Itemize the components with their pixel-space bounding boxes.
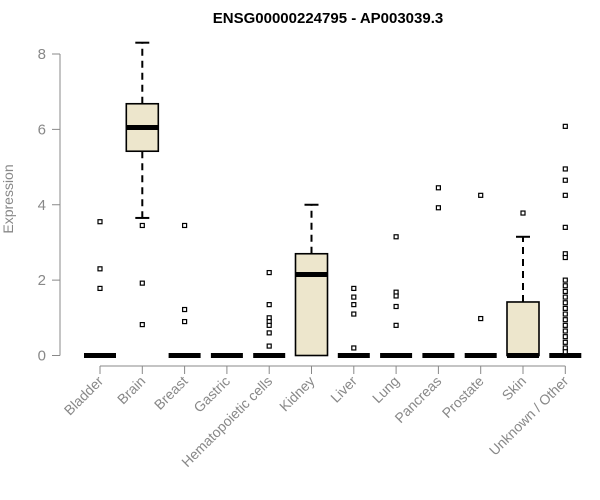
outlier-point (393, 234, 399, 240)
outlier-point (182, 222, 188, 229)
y-tick-label: 4 (38, 197, 46, 214)
outlier-point (562, 300, 568, 306)
y-axis-label: Expression (0, 164, 16, 233)
outlier-point (562, 224, 568, 230)
outlier-point (562, 277, 568, 283)
outlier-point (351, 294, 357, 300)
box-unknown-other (549, 123, 582, 358)
outlier-point (266, 330, 272, 336)
outlier-point (97, 266, 103, 272)
outlier-point (182, 318, 188, 325)
outlier-point (562, 254, 568, 261)
y-tick-label: 0 (38, 348, 46, 365)
outlier-point (478, 315, 484, 322)
outlier-point (562, 294, 568, 300)
outlier-point (478, 192, 484, 198)
outlier-point (266, 269, 272, 276)
outlier-point (562, 317, 568, 323)
outlier-point (351, 285, 357, 292)
box-kidney (294, 203, 329, 357)
outlier-point (562, 349, 568, 355)
outlier-point (562, 166, 568, 172)
x-tick-label: Skin (499, 373, 530, 404)
box-pancreas (422, 185, 455, 358)
outlier-point (562, 192, 568, 198)
x-tick-label: Pancreas (391, 373, 444, 426)
outlier-point (562, 322, 568, 328)
outlier-point (139, 321, 145, 328)
outlier-point (97, 285, 103, 292)
y-tick-label: 8 (38, 46, 46, 63)
outlier-point (562, 123, 568, 129)
outlier-point (562, 339, 568, 345)
x-tick-label: Liver (327, 373, 360, 406)
y-axis: 0 2 4 6 8 (38, 46, 61, 365)
x-tick-label: Lung (369, 373, 402, 406)
x-tick-label: Kidney (276, 373, 318, 415)
box-lung (380, 234, 413, 358)
box-iqr (294, 252, 329, 357)
x-tick-label: Bladder (61, 373, 107, 419)
outlier-point (266, 343, 272, 349)
outlier-point (562, 283, 568, 289)
outlier-point (393, 303, 399, 310)
box-brain (125, 41, 160, 328)
outlier-point (562, 334, 568, 340)
outlier-point (351, 302, 357, 308)
box-prostate (464, 192, 497, 358)
outlier-point (562, 305, 568, 311)
outlier-point (435, 185, 441, 191)
box-iqr (506, 301, 540, 357)
outlier-point (351, 311, 357, 317)
y-tick-label: 2 (38, 272, 46, 289)
outlier-point (139, 280, 145, 286)
chart-title: ENSG00000224795 - AP003039.3 (213, 10, 443, 27)
outlier-point (393, 322, 399, 328)
y-tick-label: 6 (38, 121, 46, 138)
outlier-point (182, 306, 188, 313)
box-liver (337, 285, 370, 358)
x-tick-label: Breast (151, 373, 191, 413)
outlier-point (266, 322, 272, 328)
x-tick-label: Unknown / Other (486, 373, 572, 459)
outlier-point (520, 210, 526, 216)
outlier-point (97, 219, 103, 225)
outlier-point (562, 177, 568, 183)
outlier-point (562, 328, 568, 334)
outlier-point (562, 288, 568, 295)
outlier-point (562, 311, 568, 317)
outlier-point (266, 302, 272, 308)
plot-area (84, 41, 582, 358)
outlier-point (435, 205, 441, 211)
outlier-point (393, 293, 399, 299)
x-tick-label: Prostate (439, 373, 487, 421)
x-tick-label: Brain (114, 373, 148, 407)
box-hematopoietic-cells (253, 269, 286, 358)
box-bladder (84, 219, 116, 358)
box-skin (506, 210, 540, 358)
outlier-point (139, 222, 145, 229)
box-breast (168, 222, 201, 358)
outlier-point (351, 345, 357, 351)
